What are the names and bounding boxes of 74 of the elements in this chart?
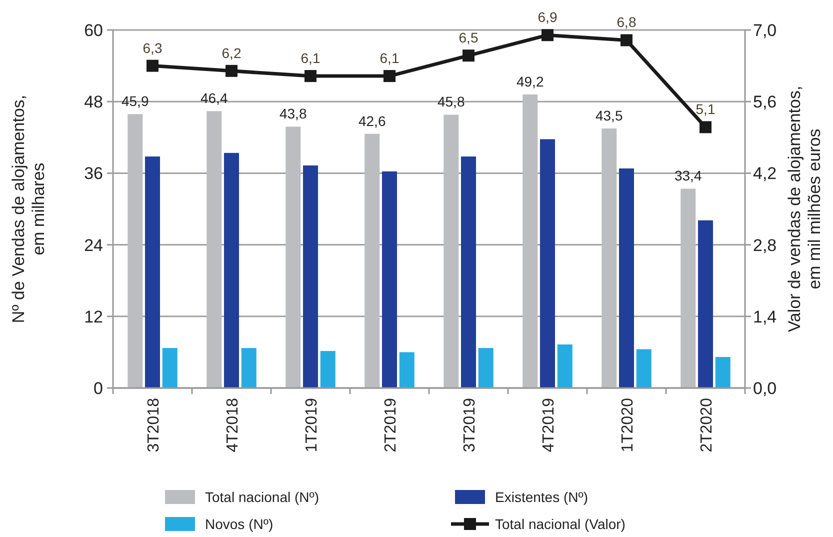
x-tick-label: 4T2018 — [224, 398, 242, 452]
bar — [522, 94, 538, 388]
y2-tick-label: 4,2 — [753, 164, 777, 184]
bar — [302, 165, 318, 388]
bar — [364, 134, 380, 388]
x-tick-label: 3T2019 — [462, 398, 478, 452]
point — [304, 70, 316, 82]
data-label: 6,2 — [222, 44, 242, 61]
bar — [444, 114, 459, 388]
point — [462, 50, 474, 62]
data-label: 5,1 — [696, 101, 716, 118]
bar — [320, 351, 336, 388]
bar — [241, 348, 256, 388]
bar — [680, 188, 696, 388]
bar — [636, 349, 652, 388]
legend-label: Existentes (Nº) — [495, 489, 588, 505]
data-label: 45,8 — [437, 94, 465, 110]
bar — [162, 348, 178, 388]
y-tick-label: 0 — [94, 379, 103, 398]
bar — [286, 126, 301, 388]
y2-tick-label: 2,8 — [753, 236, 777, 255]
bar — [698, 220, 714, 388]
bar — [399, 352, 414, 388]
bar — [478, 348, 494, 388]
x-tick-label: 1T2020 — [620, 398, 636, 452]
bar — [715, 356, 730, 388]
y-tick-label: 12 — [84, 307, 103, 326]
point — [700, 121, 712, 134]
data-label: 43,5 — [595, 107, 623, 124]
y2-axis-title: Valor de vendas de alojamentos, em mil milhões euros — [785, 86, 824, 332]
bar — [144, 156, 160, 388]
y2-tick-label: 1,4 — [753, 307, 777, 326]
point — [226, 64, 238, 77]
point — [620, 34, 632, 46]
bar — [206, 111, 222, 388]
bar — [602, 128, 617, 388]
data-label: 6,5 — [458, 30, 478, 46]
bar — [128, 114, 143, 388]
data-label: 43,8 — [279, 106, 307, 122]
legend-label: Novos (Nº) — [205, 516, 274, 532]
data-label: 6,3 — [142, 40, 162, 56]
data-label: 42,6 — [358, 112, 386, 129]
data-label: 33,4 — [674, 168, 702, 184]
y2-tick-label: 0,0 — [753, 379, 777, 398]
data-label: 6,9 — [538, 9, 558, 26]
data-label: 6,8 — [616, 14, 636, 30]
data-label: 46,4 — [200, 90, 228, 106]
data-label: 6,1 — [300, 50, 320, 66]
y-tick-label: 48 — [84, 92, 103, 112]
data-label: 45,9 — [121, 93, 149, 110]
x-tick-label: 3T2018 — [146, 398, 162, 452]
legend-label: Total nacional (Nº) — [205, 489, 320, 505]
bar — [557, 344, 572, 388]
y-tick-label: 36 — [84, 164, 103, 184]
bar — [460, 156, 476, 388]
point — [146, 60, 158, 72]
data-label: 6,1 — [380, 50, 400, 66]
y2-tick-label: 5,6 — [753, 92, 777, 112]
x-tick-label: 2T2020 — [698, 398, 716, 452]
bar — [382, 171, 398, 388]
bar — [540, 139, 556, 388]
x-tick-label: 2T2019 — [382, 398, 400, 452]
legend-label: Total nacional (Valor) — [495, 516, 626, 532]
y2-tick-label: 7,0 — [753, 21, 777, 40]
bar — [224, 152, 240, 388]
bar — [618, 168, 634, 388]
point — [542, 29, 554, 42]
x-tick-label: 1T2019 — [304, 398, 320, 452]
data-label: 49,2 — [516, 73, 544, 90]
y-tick-label: 24 — [84, 236, 103, 255]
y-tick-label: 60 — [84, 21, 103, 40]
y-axis-title: Nº de Vendas de alojamentos, em milhares — [9, 94, 48, 324]
point — [384, 70, 396, 82]
x-tick-label: 4T2019 — [540, 398, 558, 452]
